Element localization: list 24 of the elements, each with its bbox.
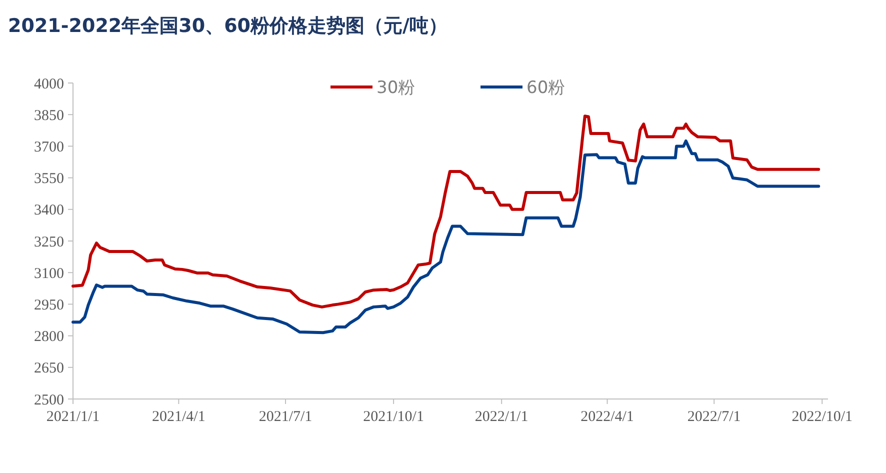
- y-tick-label: 3100: [34, 266, 64, 282]
- x-tick-label: 2022/10/1: [792, 409, 853, 425]
- y-tick-label: 3250: [34, 234, 64, 250]
- y-tick-label: 3550: [34, 171, 64, 188]
- x-tick-label: 2022/1/1: [474, 409, 528, 425]
- y-tick-label: 3700: [34, 139, 64, 156]
- y-tick-label: 3400: [34, 202, 64, 219]
- legend-label: 60粉: [526, 78, 566, 98]
- x-tick-label: 2021/1/1: [46, 409, 100, 425]
- y-tick-label: 2800: [34, 329, 64, 346]
- y-tick-label: 2950: [34, 297, 64, 314]
- legend-label: 30粉: [376, 78, 416, 98]
- x-tick-label: 2021/10/1: [363, 409, 424, 425]
- line-series: [72, 114, 820, 308]
- y-tick-label: 2500: [34, 392, 64, 408]
- line-series: [72, 139, 820, 334]
- chart-title: 2021-2022年全国30、60粉价格走势图（元/吨）: [8, 15, 448, 37]
- y-tick-label: 4000: [34, 76, 64, 92]
- x-tick-label: 2021/7/1: [258, 409, 312, 425]
- x-tick-label: 2022/7/1: [687, 409, 741, 425]
- y-tick-label: 3850: [34, 108, 64, 124]
- x-tick-label: 2021/4/1: [152, 409, 206, 425]
- x-tick-label: 2022/4/1: [580, 409, 634, 425]
- y-tick-label: 2650: [34, 360, 64, 377]
